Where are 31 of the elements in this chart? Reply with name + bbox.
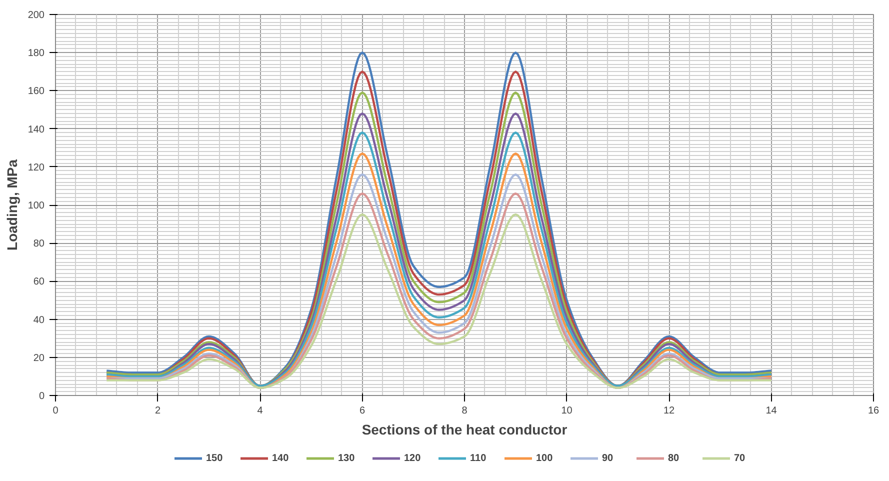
legend-label: 150	[206, 452, 224, 464]
legend-label: 70	[734, 452, 746, 464]
y-tick-label: 60	[33, 276, 45, 288]
y-tick-label: 140	[28, 124, 45, 136]
legend-label: 140	[272, 452, 290, 464]
y-tick-label: 40	[33, 314, 45, 326]
legend-label: 90	[602, 452, 614, 464]
legend-label: 100	[536, 452, 554, 464]
x-tick-label: 0	[52, 406, 59, 416]
x-axis-title: Sections of the heat conductor	[362, 422, 568, 438]
x-tick-label: 2	[154, 406, 161, 416]
x-tick-label: 14	[766, 406, 778, 416]
y-tick-label: 120	[28, 162, 45, 174]
y-tick-label: 160	[28, 86, 45, 98]
x-tick-label: 6	[359, 406, 366, 416]
legend-label: 80	[668, 452, 680, 464]
legend-label: 120	[404, 452, 422, 464]
y-tick-label: 180	[28, 48, 45, 60]
legend-label: 130	[338, 452, 356, 464]
y-axis-title: Loading, MPa	[4, 159, 20, 250]
y-tick-label: 0	[38, 391, 45, 402]
y-tick-label: 20	[33, 352, 45, 364]
x-tick-label: 8	[462, 406, 468, 416]
x-tick-label: 10	[561, 406, 573, 416]
y-tick-label: 100	[28, 200, 45, 212]
x-tick-label: 12	[663, 406, 675, 416]
y-tick-label: 80	[33, 238, 45, 250]
y-tick-label: 200	[28, 10, 45, 21]
legend-label: 110	[470, 452, 488, 464]
x-tick-label: 4	[257, 406, 264, 416]
x-tick-label: 16	[868, 406, 880, 416]
